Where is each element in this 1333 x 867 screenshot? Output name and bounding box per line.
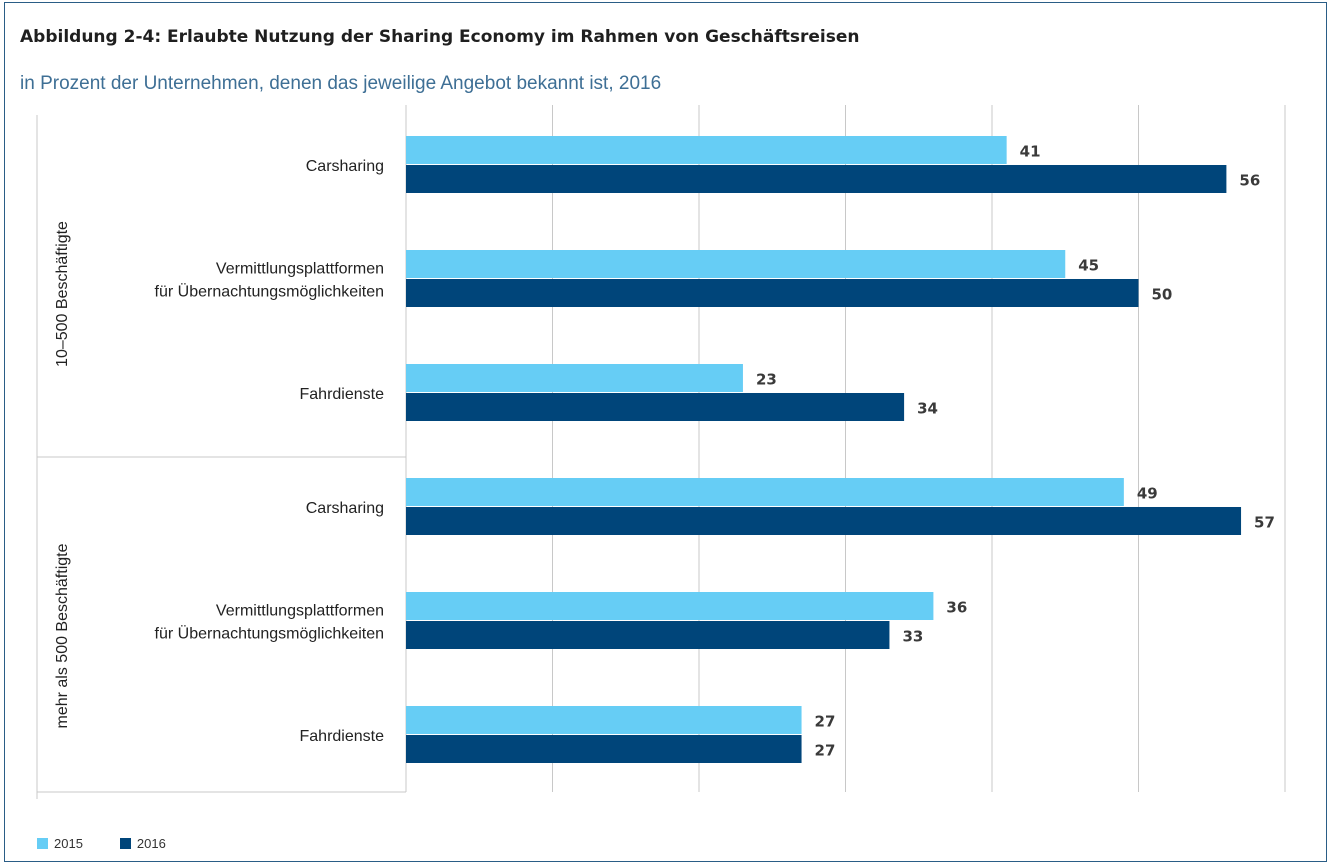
data-label-2016: 50	[1152, 286, 1173, 304]
category-label: für Übernachtungsmöglichkeiten	[155, 283, 384, 301]
bar-2015	[406, 478, 1124, 506]
category-label: Vermittlungsplattformen	[216, 261, 384, 278]
category-label: für Übernachtungsmöglichkeiten	[155, 625, 384, 643]
category-label: Carsharing	[306, 500, 384, 517]
legend-swatch-2015	[37, 838, 48, 849]
legend-label-2016: 2016	[136, 836, 166, 851]
chart-subtitle: in Prozent der Unternehmen, denen das je…	[20, 73, 662, 94]
bar-2016	[406, 393, 905, 421]
data-label-2015: 45	[1078, 257, 1099, 275]
data-label-2015: 49	[1137, 485, 1158, 503]
data-label-2015: 27	[815, 713, 836, 731]
data-label-2016: 27	[815, 742, 836, 760]
bar-2015	[406, 250, 1066, 278]
data-label-2015: 36	[946, 599, 967, 617]
group-label: 10–500 Beschäftigte	[54, 221, 71, 367]
legend-label-2015: 2015	[54, 836, 83, 851]
legend-item-2015: 2015	[37, 836, 83, 851]
data-label-2016: 34	[917, 400, 938, 418]
chart-title: Abbildung 2-4: Erlaubte Nutzung der Shar…	[20, 27, 860, 47]
bar-2015	[406, 136, 1007, 164]
category-label: Carsharing	[306, 158, 384, 175]
bar-2016	[406, 621, 890, 649]
bar-2016	[406, 165, 1227, 193]
data-label-2016: 33	[902, 628, 923, 646]
bar-2016	[406, 507, 1242, 535]
data-label-2015: 23	[756, 371, 777, 389]
category-label: Vermittlungsplattformen	[216, 603, 384, 620]
data-label-2016: 56	[1239, 172, 1260, 190]
legend-swatch-2016	[119, 838, 131, 849]
data-label-2015: 41	[1020, 143, 1041, 161]
bar-2015	[406, 364, 743, 392]
category-label: Fahrdienste	[300, 728, 385, 745]
group-label: mehr als 500 Beschäftigte	[54, 543, 71, 728]
legend-item-2016: 2016	[119, 836, 166, 851]
data-label-2016: 57	[1254, 514, 1275, 532]
bar-2016	[406, 279, 1139, 307]
bar-2015	[406, 706, 802, 734]
legend: 2015 2016	[37, 836, 203, 851]
category-label: Fahrdienste	[300, 386, 385, 403]
bar-2015	[406, 592, 934, 620]
bar-2016	[406, 735, 802, 763]
